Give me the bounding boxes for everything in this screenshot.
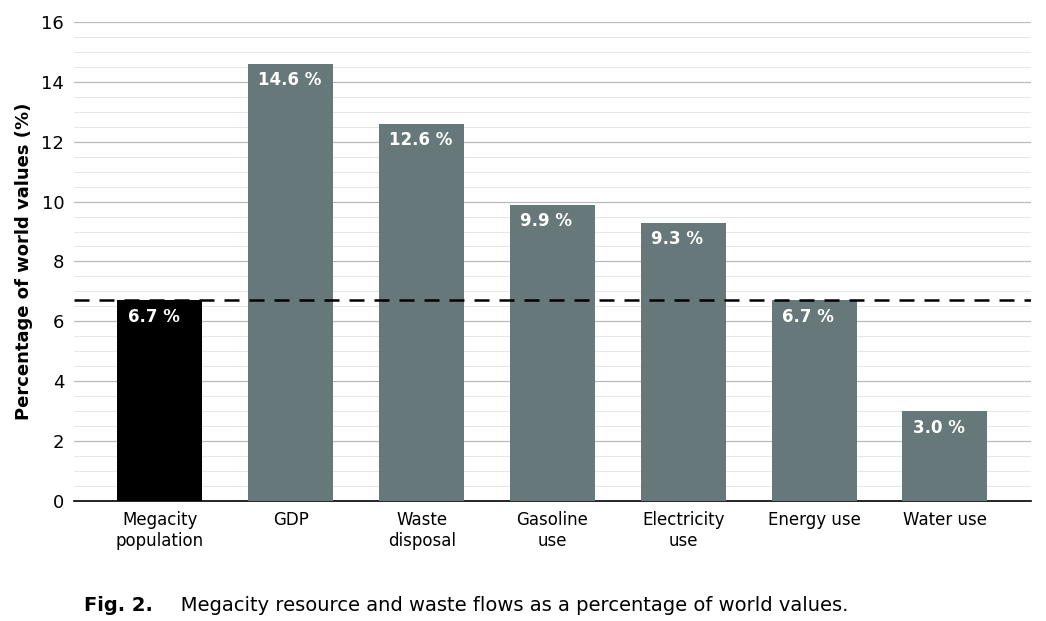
Bar [117, 301, 203, 501]
Text: 9.9 %: 9.9 % [520, 212, 572, 230]
Bar [248, 64, 334, 501]
Text: Fig. 2.: Fig. 2. [84, 596, 153, 615]
Text: 12.6 %: 12.6 % [389, 131, 453, 149]
Bar [510, 204, 595, 501]
Bar [641, 222, 726, 501]
Text: 14.6 %: 14.6 % [258, 71, 322, 89]
Text: 6.7 %: 6.7 % [781, 308, 834, 326]
Text: Megacity resource and waste flows as a percentage of world values.: Megacity resource and waste flows as a p… [162, 596, 848, 615]
Text: 9.3 %: 9.3 % [651, 230, 703, 248]
Y-axis label: Percentage of world values (%): Percentage of world values (%) [15, 102, 33, 420]
Bar [772, 301, 857, 501]
Bar [903, 411, 987, 501]
Text: 3.0 %: 3.0 % [913, 419, 964, 437]
Text: 6.7 %: 6.7 % [128, 308, 180, 326]
Bar [379, 124, 464, 501]
